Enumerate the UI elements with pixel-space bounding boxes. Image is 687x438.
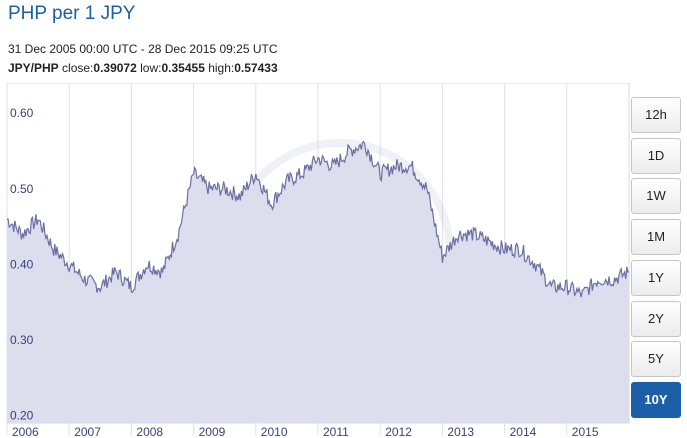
close-label: close: — [62, 61, 94, 75]
timeframe-5y-button[interactable]: 5Y — [631, 341, 681, 378]
x-tick-label: 2008 — [136, 425, 163, 438]
high-label: high: — [208, 61, 235, 75]
date-range: 31 Dec 2005 00:00 UTC - 28 Dec 2015 09:2… — [8, 42, 278, 56]
rate-chart[interactable]: 0.20 0.30 0.40 0.50 0.60 2006 2007 2008 2009 201… — [0, 83, 630, 438]
timeframe-1d-button[interactable]: 1D — [631, 137, 681, 174]
high-value: 0.57433 — [234, 61, 278, 75]
rate-line — [6, 140, 630, 298]
rate-area — [7, 141, 629, 423]
price-stats: JPY/PHP close:0.39072 low:0.35455 high:0… — [8, 61, 278, 75]
x-tick-label: 2011 — [323, 425, 349, 438]
x-axis: 2006 2007 2008 2009 2010 2011 2012 2013 2014 2015 — [12, 425, 599, 438]
timeframe-10y-button[interactable]: 10Y — [631, 381, 681, 418]
x-tick-label: 2013 — [447, 425, 474, 438]
x-tick-label: 2014 — [510, 425, 537, 438]
timeframe-12h-button[interactable]: 12h — [631, 97, 681, 133]
x-tick-label: 2006 — [12, 425, 39, 438]
chart-title: PHP per 1 JPY — [8, 3, 136, 24]
y-tick-label: 0.20 — [10, 408, 34, 422]
x-tick-label: 2012 — [385, 425, 412, 438]
x-tick-label: 2010 — [261, 425, 288, 438]
timeframe-2y-button[interactable]: 2Y — [631, 300, 681, 337]
x-tick-label: 2007 — [74, 425, 101, 438]
pair-label: JPY/PHP — [8, 61, 59, 75]
close-value: 0.39072 — [93, 61, 137, 75]
y-tick-label: 0.40 — [10, 257, 34, 271]
timeframe-1m-button[interactable]: 1M — [631, 219, 681, 256]
low-label: low: — [140, 61, 162, 75]
x-tick-label: 2009 — [199, 425, 226, 438]
y-axis: 0.20 0.30 0.40 0.50 0.60 — [10, 106, 34, 422]
x-tick-label: 2015 — [572, 425, 599, 438]
y-tick-label: 0.30 — [10, 333, 34, 347]
timeframe-1y-button[interactable]: 1Y — [631, 259, 681, 296]
timeframe-1w-button[interactable]: 1W — [631, 178, 681, 215]
low-value: 0.35455 — [161, 61, 205, 75]
y-tick-label: 0.60 — [10, 106, 34, 120]
y-tick-label: 0.50 — [10, 182, 34, 196]
